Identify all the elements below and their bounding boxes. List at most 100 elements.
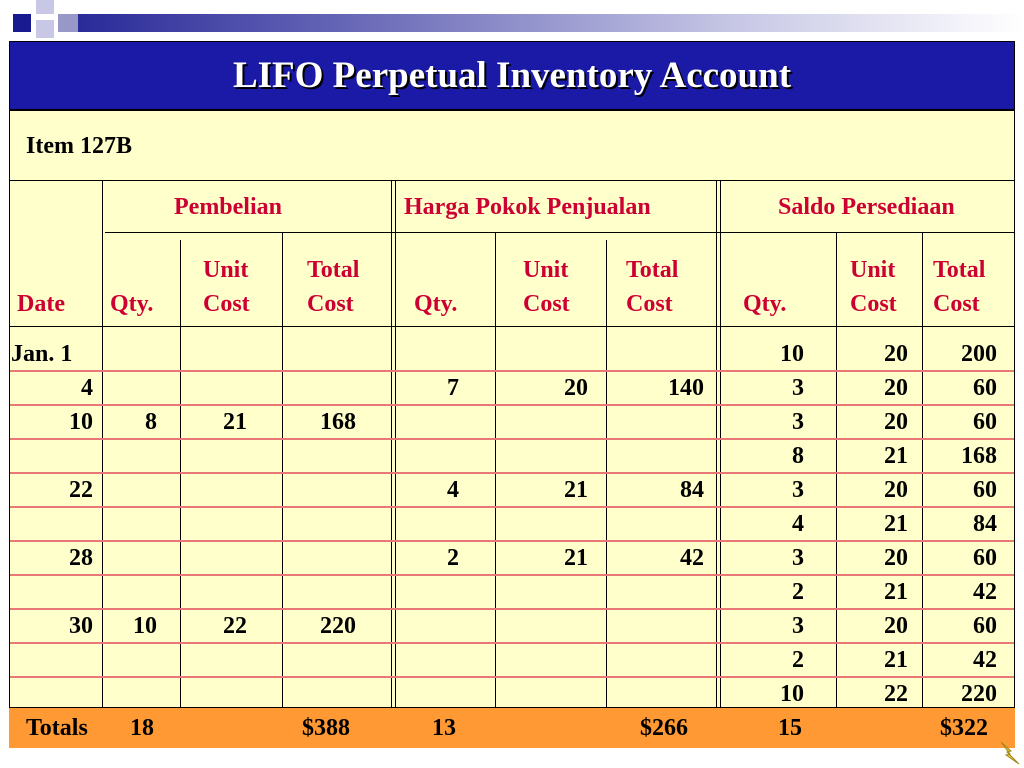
cell-b-unit: 21 [884, 511, 908, 537]
cell-b-qty: 8 [792, 443, 804, 469]
divider-b-qty [836, 232, 837, 708]
cell-b-qty: 10 [780, 681, 804, 707]
title-bar: LIFO Perpetual Inventory Account [9, 41, 1015, 110]
cell-b-total: 220 [961, 681, 997, 707]
col-header-p-unit-2: Cost [203, 291, 250, 317]
cell-b-qty: 10 [780, 341, 804, 367]
divider-group-1a [391, 180, 392, 708]
cell-p-unit: 22 [223, 613, 247, 639]
table-row [10, 472, 1014, 474]
totals-b-qty: 15 [778, 715, 802, 741]
col-header-b-unit-2: Cost [850, 291, 897, 317]
col-header-p-unit-1: Unit [203, 257, 249, 283]
cell-date: 30 [69, 613, 93, 639]
cell-b-qty: 3 [792, 613, 804, 639]
totals-s-qty: 13 [432, 715, 456, 741]
cell-p-total: 168 [320, 409, 356, 435]
cell-b-qty: 4 [792, 511, 804, 537]
table-row [10, 642, 1014, 644]
corner-squares-icon [0, 0, 80, 40]
group-underline [105, 232, 1014, 233]
divider-date [102, 180, 103, 708]
cell-s-unit: 21 [564, 545, 588, 571]
col-header-b-total-1: Total [933, 257, 986, 283]
divider-group-2a [716, 180, 717, 708]
cell-s-total: 42 [680, 545, 704, 571]
cell-p-unit: 21 [223, 409, 247, 435]
group-header-cogs: Harga Pokok Penjualan [404, 194, 651, 220]
table-row [10, 676, 1014, 678]
cell-b-unit: 20 [884, 477, 908, 503]
col-header-s-total-2: Cost [626, 291, 673, 317]
totals-p-qty: 18 [130, 715, 154, 741]
cell-b-qty: 3 [792, 477, 804, 503]
cell-s-unit: 20 [564, 375, 588, 401]
cell-b-qty: 3 [792, 545, 804, 571]
col-header-b-unit-1: Unit [850, 257, 896, 283]
divider-b-unit [922, 232, 923, 708]
cell-b-unit: 21 [884, 443, 908, 469]
divider-s-qty [495, 232, 496, 708]
cell-b-unit: 20 [884, 409, 908, 435]
cell-s-qty: 4 [447, 477, 459, 503]
item-label: Item 127B [26, 133, 132, 159]
cell-b-total: 84 [973, 511, 997, 537]
cell-b-qty: 2 [792, 579, 804, 605]
divider-p-qty [180, 240, 181, 708]
totals-label: Totals [26, 715, 88, 741]
cell-date: 4 [81, 375, 93, 401]
table-row [10, 608, 1014, 610]
cell-p-qty: 8 [145, 409, 157, 435]
table-row [10, 404, 1014, 406]
cell-date: Jan. 1 [11, 341, 73, 367]
table-row [10, 438, 1014, 440]
col-header-s-total-1: Total [626, 257, 679, 283]
header-bottom-line [10, 326, 1014, 327]
cell-b-total: 200 [961, 341, 997, 367]
cell-b-unit: 20 [884, 341, 908, 367]
cell-s-total: 84 [680, 477, 704, 503]
divider-s-unit [606, 240, 607, 708]
cell-s-unit: 21 [564, 477, 588, 503]
cell-date: 22 [69, 477, 93, 503]
cell-b-unit: 21 [884, 579, 908, 605]
cell-p-total: 220 [320, 613, 356, 639]
cell-b-unit: 20 [884, 545, 908, 571]
cell-date: 28 [69, 545, 93, 571]
cell-b-total: 60 [973, 545, 997, 571]
totals-b-total: $322 [940, 715, 988, 741]
cell-b-unit: 20 [884, 375, 908, 401]
cell-s-qty: 7 [447, 375, 459, 401]
cell-b-unit: 22 [884, 681, 908, 707]
table-row [10, 506, 1014, 508]
table-row [10, 540, 1014, 542]
col-header-b-qty: Qty. [743, 291, 787, 317]
col-header-date: Date [17, 291, 65, 317]
totals-s-total: $266 [640, 715, 688, 741]
cell-b-total: 60 [973, 477, 997, 503]
group-header-purchases: Pembelian [174, 194, 282, 220]
table-row [10, 370, 1014, 372]
header-top-line [10, 180, 1014, 181]
col-header-p-qty: Qty. [110, 291, 154, 317]
cell-b-total: 60 [973, 613, 997, 639]
divider-group-2b [720, 180, 721, 708]
divider-p-unit [282, 232, 283, 708]
cell-b-total: 60 [973, 409, 997, 435]
cell-b-total: 168 [961, 443, 997, 469]
cell-date: 10 [69, 409, 93, 435]
cell-b-qty: 3 [792, 375, 804, 401]
lightning-bolt-icon [1000, 741, 1020, 765]
col-header-p-total-1: Total [307, 257, 360, 283]
totals-p-total: $388 [302, 715, 350, 741]
cell-s-total: 140 [668, 375, 704, 401]
cell-p-qty: 10 [133, 613, 157, 639]
divider-group-1b [395, 180, 396, 708]
cell-b-qty: 3 [792, 409, 804, 435]
cell-b-unit: 20 [884, 613, 908, 639]
col-header-b-total-2: Cost [933, 291, 980, 317]
cell-b-qty: 2 [792, 647, 804, 673]
top-gradient-bar [78, 14, 1024, 32]
col-header-s-unit-1: Unit [523, 257, 569, 283]
col-header-p-total-2: Cost [307, 291, 354, 317]
